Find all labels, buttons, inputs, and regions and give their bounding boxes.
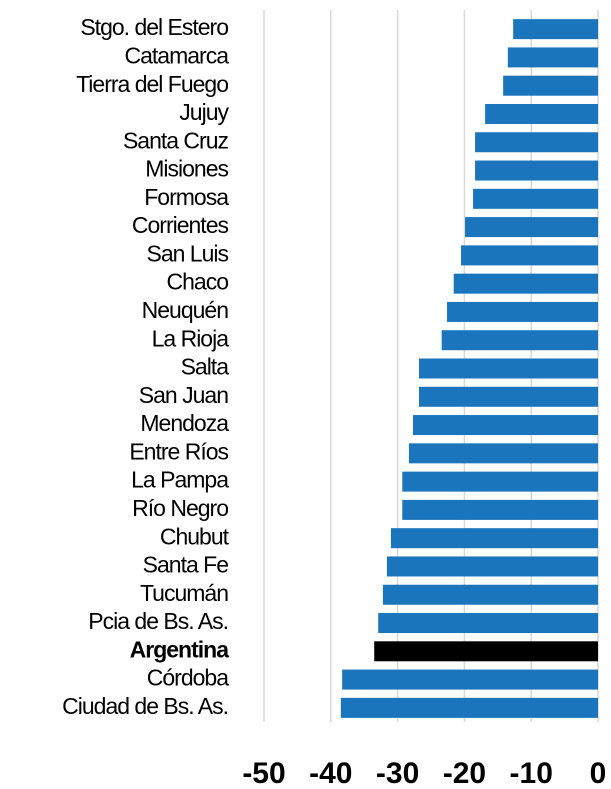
bar (453, 273, 598, 294)
bar (378, 613, 598, 634)
y-tick-label: La Rioja (152, 325, 230, 351)
bar (485, 103, 598, 124)
bar (465, 217, 598, 238)
bar (475, 132, 598, 153)
x-tick-label: -50 (242, 757, 285, 789)
bar (340, 697, 598, 718)
bar (418, 358, 598, 379)
y-tick-label: Río Negro (132, 495, 228, 521)
y-tick-label: Ciudad de Bs. As. (62, 693, 228, 719)
y-tick-label: La Pampa (131, 467, 229, 493)
y-tick-label: Santa Cruz (123, 127, 229, 153)
bar (386, 556, 598, 577)
bar (390, 528, 598, 549)
bar (503, 75, 598, 96)
y-tick-label: Pcia de Bs. As. (88, 608, 228, 634)
y-tick-label: Entre Ríos (129, 438, 228, 464)
y-tick-label: Stgo. del Estero (80, 14, 228, 40)
bar (441, 330, 598, 351)
y-tick-label: Tucumán (140, 580, 228, 606)
y-tick-label: Chubut (160, 523, 230, 549)
x-tick-label: 0 (590, 757, 607, 789)
bar (408, 443, 598, 464)
bar (402, 471, 598, 492)
bar (382, 584, 598, 605)
bar (342, 669, 598, 690)
bar (461, 245, 598, 266)
bar (402, 499, 598, 520)
y-tick-label: San Luis (146, 240, 228, 266)
bar (447, 301, 598, 322)
y-tick-label: Neuquén (142, 297, 229, 323)
y-tick-label: San Juan (139, 382, 228, 408)
y-tick-label: Chaco (167, 269, 229, 295)
y-tick-label: Corrientes (132, 212, 229, 238)
bar (475, 160, 598, 181)
y-tick-label: Mendoza (140, 410, 229, 436)
x-tick-label: -10 (510, 757, 553, 789)
bar (412, 415, 598, 436)
y-tick-label: Argentina (130, 636, 230, 662)
x-tick-label: -40 (309, 757, 352, 789)
x-tick-label: -20 (443, 757, 486, 789)
y-tick-label: Córdoba (147, 665, 229, 691)
bar (507, 47, 598, 68)
y-tick-label: Catamarca (125, 42, 230, 68)
bar (473, 188, 598, 209)
y-tick-label: Salta (181, 354, 230, 380)
bar (418, 386, 598, 407)
y-tick-label: Santa Fe (143, 552, 229, 578)
y-tick-label: Formosa (144, 184, 229, 210)
x-tick-label: -30 (376, 757, 419, 789)
bar (513, 19, 598, 40)
y-tick-label: Tierra del Fuego (76, 71, 228, 97)
y-tick-label: Jujuy (179, 99, 229, 125)
bar (374, 641, 598, 662)
y-tick-label: Misiones (145, 156, 228, 182)
